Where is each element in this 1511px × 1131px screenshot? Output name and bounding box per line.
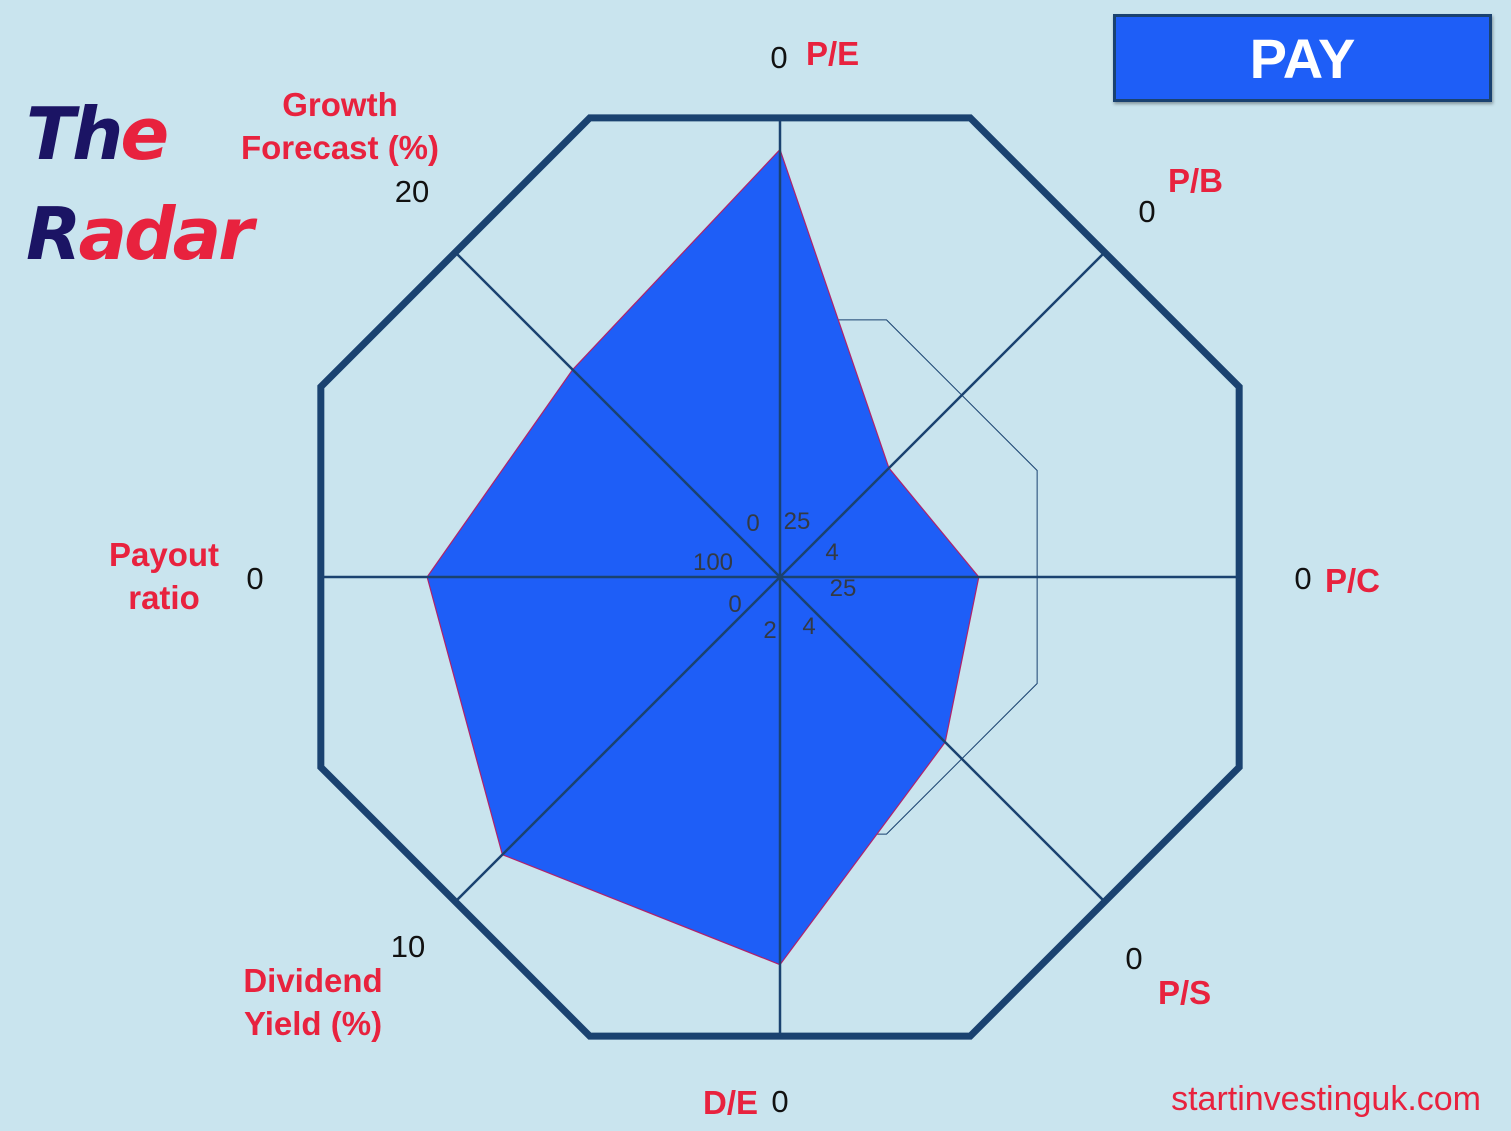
outer-tick-label: 0 [771, 1084, 788, 1119]
outer-tick-label: 0 [1294, 561, 1311, 596]
axis-label: P/B [1168, 162, 1223, 199]
axis-label: Growth Forecast (%) [241, 86, 439, 166]
axis-spoke [779, 576, 1106, 903]
axis-label: Dividend Yield (%) [243, 962, 382, 1042]
outer-tick-label: 0 [1138, 194, 1155, 229]
axis-label: P/C [1325, 562, 1380, 599]
outer-tick-label: 10 [391, 929, 425, 964]
logo-line-1: The [26, 92, 169, 176]
axis-label: Payout ratio [109, 536, 219, 616]
axis-label-line: Payout [109, 536, 219, 573]
axis-label-line: Dividend [243, 962, 382, 999]
ticker-label: PAY [1249, 26, 1356, 90]
inner-tick-label: 0 [746, 510, 759, 537]
axis-label-line: ratio [128, 579, 200, 616]
inner-tick-label: 25 [784, 508, 811, 535]
axis-spoke [454, 251, 781, 578]
outer-frame [317, 114, 1243, 1040]
axis-label-line: Growth [282, 86, 397, 123]
axis-label: P/S [1158, 974, 1211, 1011]
outer-tick-label: 0 [1125, 941, 1142, 976]
outer-tick-label: 20 [395, 174, 429, 209]
axis-label-line: P/S [1158, 974, 1211, 1011]
axis-label-line: Forecast (%) [241, 129, 439, 166]
outer-tick-label: 0 [770, 40, 787, 75]
inner-tick-label: 25 [830, 575, 857, 602]
website-label: startinvestinguk.com [1171, 1080, 1481, 1118]
axis-label-line: P/C [1325, 562, 1380, 599]
axis-spoke [454, 576, 781, 903]
inner-tick-label: 2 [763, 617, 776, 644]
logo-line-2: Radar [26, 192, 254, 276]
inner-tick-label: 100 [693, 549, 733, 576]
axis-label-line: P/B [1168, 162, 1223, 199]
axis-label-line: D/E [703, 1084, 758, 1121]
outer-tick-label: 0 [246, 561, 263, 596]
axis-label: P/E [806, 35, 859, 72]
inner-tick-label: 4 [825, 539, 838, 566]
axis-label: D/E [703, 1084, 758, 1121]
inner-tick-label: 4 [802, 613, 815, 640]
the-radar-logo: The Radar [26, 84, 254, 284]
ticker-badge: PAY [1113, 14, 1492, 102]
axis-label-line: P/E [806, 35, 859, 72]
axis-spoke [779, 251, 1106, 578]
inner-tick-label: 0 [728, 591, 741, 618]
axis-label-line: Yield (%) [244, 1005, 382, 1042]
